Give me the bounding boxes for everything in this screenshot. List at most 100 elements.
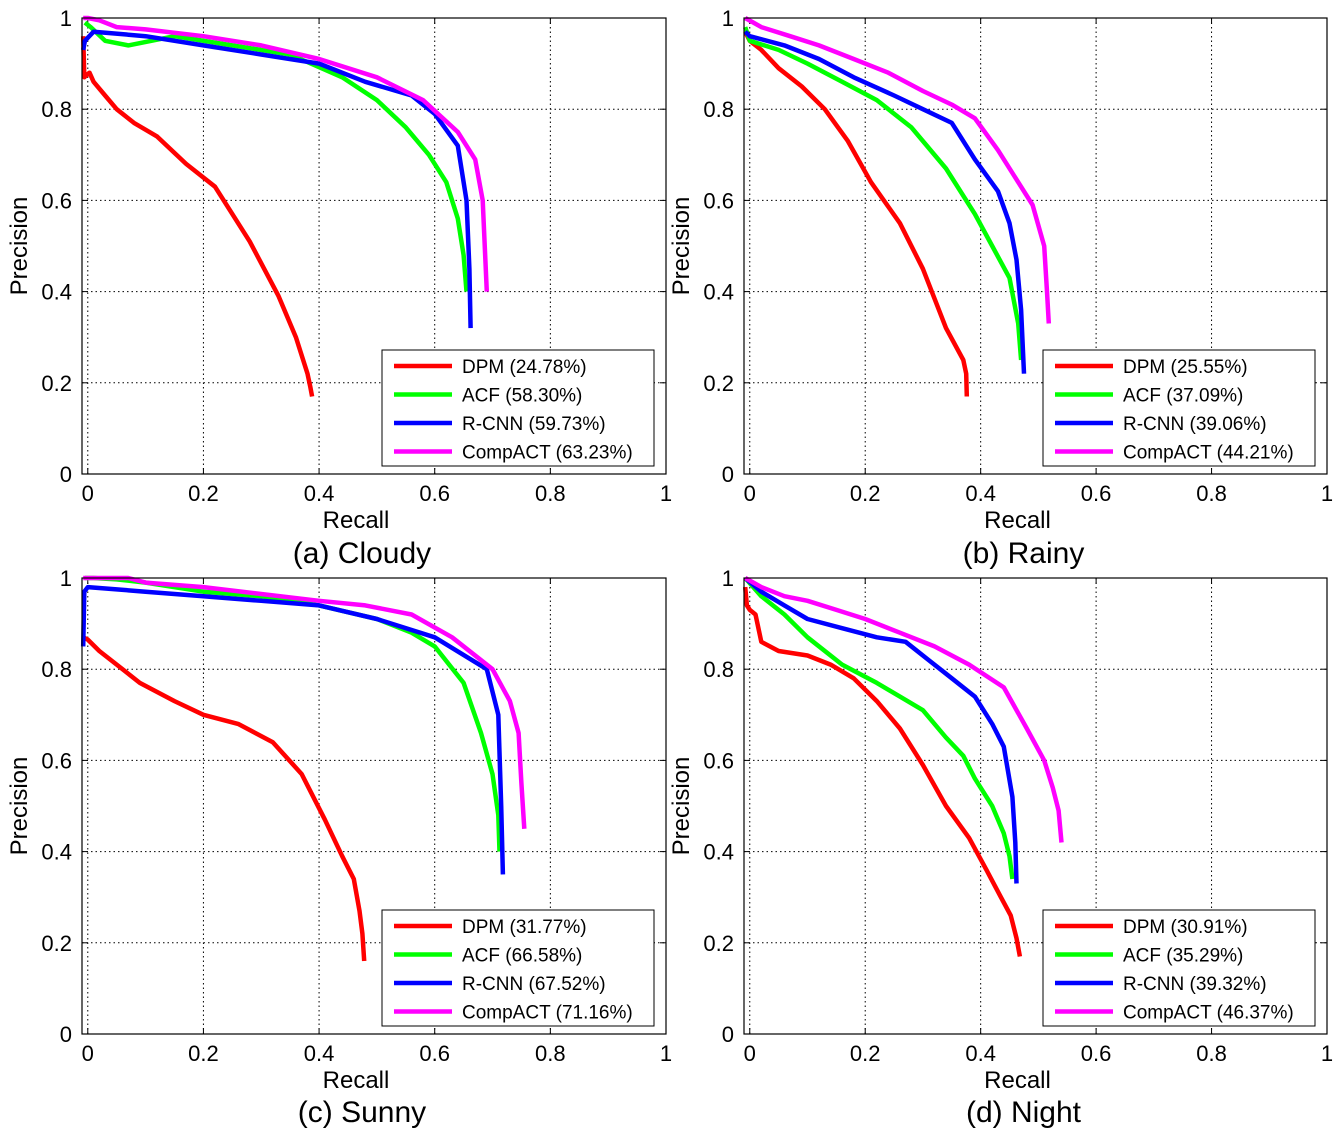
- axes-frame: [81, 17, 667, 475]
- legend: DPM (25.55%) ACF (37.09%) R-CNN (39.06%) Co…: [1042, 349, 1316, 467]
- series-line-dpm: [82, 635, 367, 962]
- y-tick-label: 0.4: [703, 840, 734, 865]
- x-tick-label: 1: [660, 1041, 672, 1066]
- y-tick-label: 0: [722, 462, 734, 487]
- legend-entry: R-CNN (39.32%): [1123, 974, 1267, 995]
- x-tick-label: 0.2: [850, 481, 881, 506]
- series-line-acf: [743, 26, 1024, 361]
- y-axis-label: Precision: [668, 757, 695, 856]
- y-tick-label: 0.2: [703, 931, 734, 956]
- panel-caption: (a) Cloudy: [293, 537, 431, 570]
- x-tick-label: 0.6: [1081, 481, 1112, 506]
- series-line-acf: [743, 576, 1015, 880]
- legend-entry: DPM (25.55%): [1123, 357, 1248, 378]
- legend-entry: ACF (58.30%): [462, 386, 582, 407]
- series-line-acf: [83, 20, 469, 292]
- series-line-compact: [744, 576, 1064, 843]
- y-tick-label: 0.8: [703, 97, 734, 122]
- x-tick-label: 0.8: [535, 481, 566, 506]
- legend-entry: ACF (37.09%): [1123, 386, 1243, 407]
- y-axis-label: Precision: [6, 197, 33, 296]
- series-line-r-cnn: [80, 584, 506, 875]
- y-tick-label: 1: [722, 566, 734, 591]
- series-line-dpm: [80, 36, 315, 397]
- x-tick-label: 0.4: [965, 1041, 996, 1066]
- x-tick-label: 0.8: [1196, 481, 1227, 506]
- x-tick-label: 0: [82, 1041, 94, 1066]
- panel-caption: (b) Rainy: [963, 537, 1085, 570]
- x-tick-label: 0.6: [419, 1041, 450, 1066]
- y-tick-label: 0.2: [41, 371, 72, 396]
- legend: DPM (30.91%) ACF (35.29%) R-CNN (39.32%) Co…: [1042, 909, 1316, 1027]
- y-tick-label: 0.4: [41, 280, 72, 305]
- legend-entry: R-CNN (39.06%): [1123, 414, 1267, 435]
- x-axis-label: Recall: [984, 1067, 1051, 1094]
- x-tick-label: 0.8: [535, 1041, 566, 1066]
- legend-entry: CompACT (63.23%): [462, 443, 633, 464]
- x-axis-label: Recall: [984, 507, 1051, 534]
- legend-box: [381, 909, 655, 1027]
- y-tick-label: 0.6: [41, 188, 72, 213]
- series-line-r-cnn: [80, 29, 473, 329]
- x-tick-label: 0.4: [965, 481, 996, 506]
- y-tick-label: 0: [60, 1022, 72, 1047]
- x-tick-label: 0: [82, 481, 94, 506]
- series-line-compact: [83, 15, 490, 292]
- x-tick-label: 1: [1321, 1041, 1333, 1066]
- series-line-compact: [744, 16, 1052, 324]
- y-tick-label: 0: [722, 1022, 734, 1047]
- legend-entry: DPM (30.91%): [1123, 917, 1248, 938]
- y-tick-label: 1: [60, 566, 72, 591]
- x-tick-label: 0: [744, 1041, 756, 1066]
- legend: DPM (24.78%) ACF (58.30%) R-CNN (59.73%) Co…: [381, 349, 655, 467]
- x-axis-label: Recall: [323, 507, 390, 534]
- y-axis-label: Precision: [668, 197, 695, 296]
- legend-entry: R-CNN (59.73%): [462, 414, 606, 435]
- x-tick-label: 0.4: [304, 481, 335, 506]
- y-tick-label: 0.8: [703, 657, 734, 682]
- legend-entry: CompACT (46.37%): [1123, 1003, 1294, 1024]
- y-tick-label: 0.6: [703, 188, 734, 213]
- legend-box: [381, 349, 655, 467]
- y-tick-label: 0.4: [41, 840, 72, 865]
- legend-entry: DPM (31.77%): [462, 917, 587, 938]
- legend-entry: CompACT (71.16%): [462, 1003, 633, 1024]
- y-tick-label: 1: [722, 6, 734, 31]
- legend-entry: CompACT (44.21%): [1123, 443, 1294, 464]
- panel-caption: (c) Sunny: [298, 1096, 426, 1129]
- x-tick-label: 0.2: [188, 481, 219, 506]
- series-line-dpm: [743, 30, 970, 397]
- x-tick-label: 0.2: [188, 1041, 219, 1066]
- y-tick-label: 0.8: [41, 97, 72, 122]
- legend: DPM (31.77%) ACF (66.58%) R-CNN (67.52%) Co…: [381, 909, 655, 1027]
- x-tick-label: 0.6: [1081, 1041, 1112, 1066]
- y-tick-label: 1: [60, 6, 72, 31]
- legend-box: [1042, 349, 1316, 467]
- x-tick-label: 0.2: [850, 1041, 881, 1066]
- x-tick-label: 0: [744, 481, 756, 506]
- x-tick-label: 1: [660, 481, 672, 506]
- legend-entry: R-CNN (67.52%): [462, 974, 606, 995]
- panel-caption: (d) Night: [966, 1096, 1082, 1129]
- legend-entry: ACF (66.58%): [462, 946, 582, 967]
- axes-frame: [743, 577, 1328, 1035]
- y-tick-label: 0.8: [41, 657, 72, 682]
- x-axis-label: Recall: [323, 1067, 390, 1094]
- series-line-r-cnn: [743, 576, 1019, 884]
- x-tick-label: 0.6: [419, 481, 450, 506]
- y-tick-label: 0: [60, 462, 72, 487]
- series-line-r-cnn: [743, 30, 1027, 374]
- axes-frame: [743, 17, 1328, 475]
- y-tick-label: 0.2: [41, 931, 72, 956]
- legend-box: [1042, 909, 1316, 1027]
- y-axis-label: Precision: [6, 757, 33, 856]
- y-tick-label: 0.6: [41, 748, 72, 773]
- legend-entry: DPM (24.78%): [462, 357, 587, 378]
- axes-frame: [81, 577, 667, 1035]
- legend-entry: ACF (35.29%): [1123, 946, 1243, 967]
- x-tick-label: 0.8: [1196, 1041, 1227, 1066]
